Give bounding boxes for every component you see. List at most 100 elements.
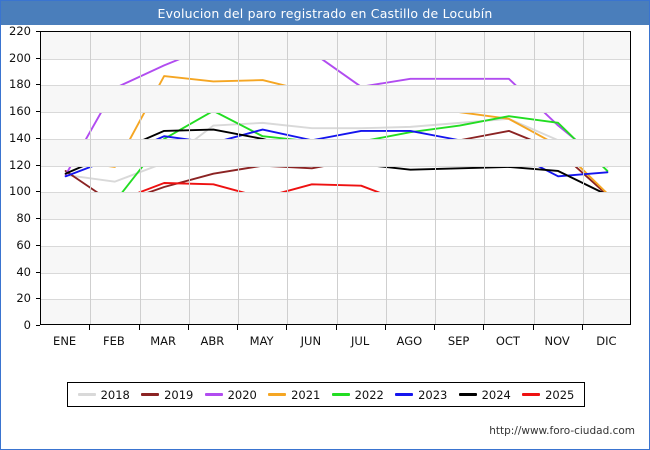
vertical-gridline xyxy=(337,32,338,324)
legend-label: 2023 xyxy=(418,387,448,402)
vertical-gridline xyxy=(90,32,91,324)
y-axis-tick xyxy=(36,244,40,246)
vertical-gridline xyxy=(583,32,584,324)
legend-swatch-2023 xyxy=(395,393,414,396)
y-axis-tick xyxy=(36,164,40,166)
legend-swatch-2019 xyxy=(141,393,160,396)
y-axis-tick-label: 140 xyxy=(9,130,31,145)
x-axis-tick-label: NOV xyxy=(544,334,570,348)
vertical-gridline xyxy=(189,32,190,324)
y-axis-tick xyxy=(36,298,40,300)
legend-label: 2021 xyxy=(291,387,321,402)
legend-item-2021[interactable]: 2021 xyxy=(268,388,320,402)
legend-swatch-2025 xyxy=(522,393,541,396)
vertical-gridline xyxy=(435,32,436,324)
horizontal-gridline xyxy=(41,192,630,194)
y-axis-tick xyxy=(36,57,40,59)
legend-label: 2020 xyxy=(227,387,257,402)
y-axis-tick-label: 220 xyxy=(9,24,31,38)
vertical-gridline xyxy=(534,32,535,324)
y-axis-tick xyxy=(36,325,40,326)
x-axis-tick xyxy=(533,325,534,330)
x-axis-tick xyxy=(89,325,90,330)
x-axis-tick-label: JUN xyxy=(300,334,322,348)
x-axis-tick-label: MAY xyxy=(249,334,274,348)
y-axis-tick-label: 20 xyxy=(16,291,31,306)
horizontal-gridline xyxy=(41,58,630,60)
plot-band xyxy=(41,138,630,166)
y-axis-tick xyxy=(36,84,40,86)
x-axis-tick-label: OCT xyxy=(495,334,520,348)
y-axis-tick xyxy=(36,111,40,113)
y-axis-tick-label: 200 xyxy=(9,50,31,65)
x-axis-tick xyxy=(139,325,140,330)
vertical-gridline xyxy=(287,32,288,324)
y-axis-tick-label: 0 xyxy=(23,318,31,332)
legend-label: 2024 xyxy=(481,387,511,402)
x-axis-tick-label: JUL xyxy=(351,334,370,348)
x-axis-tick xyxy=(582,325,583,330)
x-axis: ENE FEB MAR ABR MAY JUN JUL AGO SEP OCT NOV DIC xyxy=(40,325,631,351)
y-axis: 0 20 40 60 80 100 120 140 160 180 200 220 xyxy=(1,24,40,332)
plot-band xyxy=(41,85,630,113)
watermark-url: http://www.foro-ciudad.com xyxy=(489,425,635,437)
y-axis-tick xyxy=(36,271,40,273)
horizontal-gridline xyxy=(41,85,630,87)
legend-label: 2019 xyxy=(164,387,194,402)
horizontal-gridline xyxy=(41,219,630,221)
x-axis-tick-label: MAR xyxy=(150,334,177,348)
horizontal-gridline xyxy=(41,165,630,167)
x-axis-tick xyxy=(483,325,484,330)
legend-label: 2025 xyxy=(545,387,575,402)
y-axis-tick-label: 80 xyxy=(16,211,31,226)
legend-item-2025[interactable]: 2025 xyxy=(522,388,574,402)
x-axis-tick xyxy=(336,325,337,330)
x-axis-tick xyxy=(237,325,238,330)
plot-band xyxy=(41,245,630,273)
horizontal-gridline xyxy=(41,245,630,247)
plot-area xyxy=(40,31,631,325)
x-axis-tick-label: ABR xyxy=(200,334,225,348)
legend-item-2023[interactable]: 2023 xyxy=(395,388,447,402)
y-axis-tick-label: 100 xyxy=(9,184,31,199)
x-axis-tick-label: SEP xyxy=(447,334,470,348)
plot-band xyxy=(41,192,630,220)
vertical-gridline xyxy=(386,32,387,324)
plot-band xyxy=(41,32,630,59)
x-axis-tick-label: DIC xyxy=(596,334,617,348)
y-axis-tick-label: 180 xyxy=(9,77,31,92)
y-axis-tick xyxy=(36,137,40,139)
legend-label: 2018 xyxy=(100,387,130,402)
plot-inner xyxy=(41,32,630,324)
y-axis-tick-label: 120 xyxy=(9,157,31,172)
x-axis-tick-label: FEB xyxy=(102,334,125,348)
legend-swatch-2018 xyxy=(77,393,96,396)
plot-band xyxy=(41,299,630,324)
legend-swatch-2022 xyxy=(331,393,350,396)
legend-item-2024[interactable]: 2024 xyxy=(458,387,511,402)
y-axis-tick xyxy=(36,218,40,220)
legend-label: 2022 xyxy=(354,387,384,402)
y-axis-tick xyxy=(36,31,40,32)
legend-item-2018[interactable]: 2018 xyxy=(77,387,130,402)
legend-item-2022[interactable]: 2022 xyxy=(331,387,384,402)
x-axis-tick xyxy=(434,325,435,330)
vertical-gridline xyxy=(140,32,141,324)
series-lines xyxy=(64,44,609,206)
vertical-gridline xyxy=(484,32,485,324)
legend-item-2020[interactable]: 2020 xyxy=(204,387,257,402)
legend-swatch-2021 xyxy=(268,393,287,396)
y-axis-tick-label: 40 xyxy=(16,264,31,279)
x-axis-tick xyxy=(286,325,287,330)
legend-swatch-2020 xyxy=(204,393,223,396)
y-axis-tick xyxy=(36,191,40,193)
x-axis-tick xyxy=(188,325,189,330)
legend-swatch-2024 xyxy=(458,393,477,396)
window-title-bar: Evolucion del paro registrado en Castill… xyxy=(1,1,649,25)
page-title: Evolucion del paro registrado en Castill… xyxy=(157,5,493,21)
x-axis-tick xyxy=(385,325,386,330)
y-axis-tick-label: 160 xyxy=(9,104,31,119)
legend-item-2019[interactable]: 2019 xyxy=(141,388,193,402)
x-axis-tick-label: ENE xyxy=(53,334,77,348)
